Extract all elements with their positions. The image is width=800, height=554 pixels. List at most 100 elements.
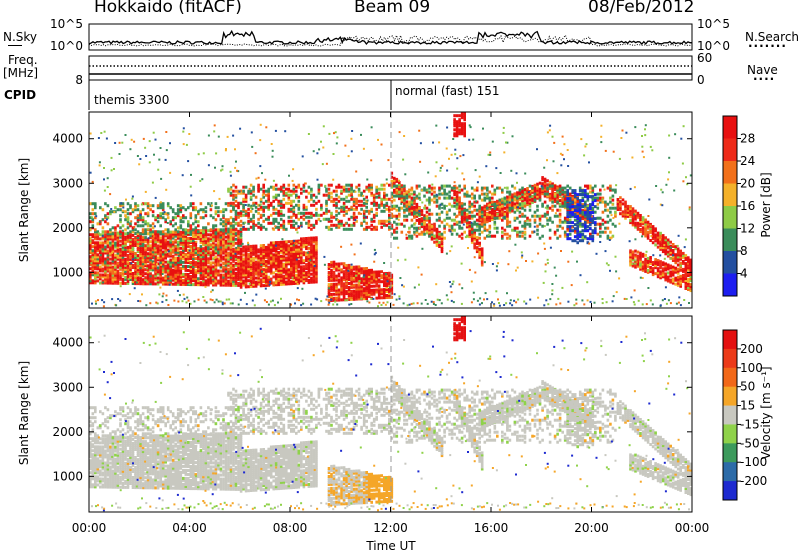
heatmap-cell [209, 271, 213, 275]
heatmap-cell [234, 204, 238, 208]
heatmap-cell [307, 252, 311, 256]
heatmap-cell [357, 273, 361, 277]
heatmap-cell [473, 232, 476, 236]
heatmap-cell [224, 241, 228, 245]
heatmap-cell [388, 281, 391, 285]
heatmap-cell [224, 202, 228, 206]
heatmap-cell [335, 203, 338, 207]
heatmap-cell [252, 246, 255, 250]
heatmap-cell [169, 222, 172, 226]
heatmap-cell [295, 213, 298, 217]
heatmap-cell [342, 264, 346, 268]
heatmap-cell [139, 254, 142, 258]
heatmap-cell [171, 232, 175, 236]
heatmap-cell [383, 221, 386, 225]
heatmap-cell [448, 194, 451, 198]
heatmap-cell [377, 288, 381, 292]
heatmap-cell [242, 197, 245, 201]
heatmap-cell [372, 276, 376, 280]
heatmap-cell [478, 204, 481, 208]
heatmap-cell [124, 263, 127, 267]
heatmap-cell [151, 268, 155, 272]
heatmap-cell [219, 269, 223, 273]
heatmap-cell [365, 195, 368, 199]
heatmap-cell [204, 257, 208, 261]
heatmap-cell [104, 275, 107, 279]
heatmap-cell [345, 274, 348, 278]
heatmap-cell [141, 238, 145, 242]
heatmap-cell [224, 243, 228, 247]
heatmap-cell [202, 255, 205, 259]
heatmap-cell [239, 271, 243, 275]
heatmap-cell [139, 234, 142, 238]
heatmap-cell [182, 282, 185, 286]
heatmap-cell [131, 266, 135, 269]
heatmap-cell [146, 276, 150, 280]
heatmap-cell [136, 220, 140, 224]
heatmap-cell [209, 243, 213, 247]
heatmap-cell [267, 215, 270, 219]
heatmap-cell [227, 267, 230, 271]
heatmap-cell [217, 261, 220, 265]
heatmap-cell [654, 233, 657, 237]
heatmap-cell [259, 227, 263, 231]
heatmap-cell [159, 230, 162, 234]
heatmap-cell [192, 231, 195, 234]
heatmap-cell [192, 275, 195, 279]
heatmap-cell [264, 247, 268, 251]
heatmap-cell [395, 236, 399, 240]
heatmap-cell [377, 278, 381, 282]
heatmap-cell [262, 183, 265, 187]
heatmap-cell [350, 191, 353, 195]
heatmap-cell [480, 230, 484, 234]
heatmap-cell [197, 224, 200, 228]
heatmap-cell [182, 250, 185, 254]
heatmap-cell [435, 235, 439, 239]
heatmap-cell [99, 245, 102, 249]
heatmap-cell [234, 199, 238, 203]
heatmap-cell [229, 247, 233, 251]
heatmap-cell [388, 227, 391, 231]
heatmap-cell [491, 214, 494, 218]
heatmap-cell [257, 185, 260, 189]
heatmap-cell [315, 278, 318, 282]
heatmap-cell [310, 254, 313, 258]
heatmap-cell [91, 273, 95, 277]
heatmap-cell [164, 234, 167, 238]
heatmap-cell [182, 230, 185, 234]
heatmap-cell [91, 224, 95, 228]
heatmap-cell [184, 266, 188, 270]
heatmap-cell [161, 254, 165, 258]
heatmap-cell [159, 280, 162, 284]
heatmap-cell [94, 241, 97, 245]
heatmap-cell [362, 291, 366, 295]
heatmap-cell [297, 183, 301, 187]
heatmap-cell [139, 224, 142, 228]
heatmap-cell [483, 204, 487, 208]
heatmap-cell [410, 208, 414, 212]
heatmap-cell [116, 279, 120, 283]
heatmap-cell [212, 229, 215, 233]
heatmap-cell [272, 207, 275, 211]
heatmap-cell [214, 259, 218, 263]
heatmap-cell [257, 225, 260, 229]
heatmap-cell [259, 278, 263, 282]
heatmap-cell [355, 283, 358, 287]
heatmap-cell [274, 219, 278, 223]
heatmap-cell [684, 270, 688, 274]
heatmap-cell [305, 221, 308, 225]
heatmap-cell [455, 192, 459, 196]
heatmap-cell [232, 219, 235, 223]
heatmap-cell [345, 292, 348, 296]
heatmap-cell [290, 246, 293, 250]
heatmap-cell [315, 258, 318, 262]
heatmap-cell [340, 221, 343, 225]
heatmap-cell [295, 269, 298, 273]
heatmap-cell [491, 200, 494, 204]
heatmap-cell [269, 257, 273, 261]
heatmap-cell [259, 187, 263, 191]
heatmap-cell [119, 239, 122, 243]
heatmap-cell [430, 224, 434, 228]
heatmap-cell [232, 279, 235, 283]
heatmap-cell [229, 283, 233, 287]
